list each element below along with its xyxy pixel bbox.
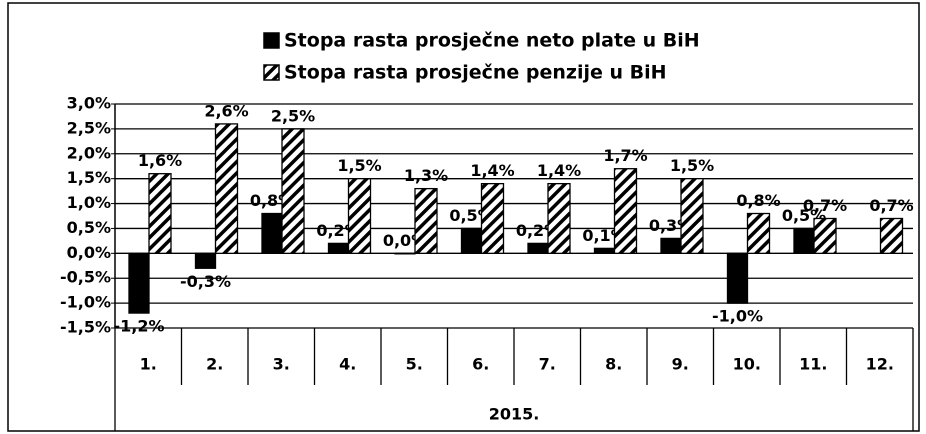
value-label: 2,5%	[271, 106, 315, 125]
x-tick-label: 7.	[539, 355, 556, 374]
bar	[680, 178, 704, 254]
x-tick-label: 6.	[472, 355, 489, 374]
y-tick-label: -0,5%	[60, 268, 111, 287]
legend-marker	[263, 64, 280, 81]
bar	[214, 123, 239, 254]
x-tick-label: 12.	[866, 355, 894, 374]
legend-marker	[263, 32, 280, 49]
bar	[261, 212, 283, 254]
bar	[460, 227, 483, 254]
y-tick-label: 1,5%	[67, 168, 111, 187]
bar	[480, 182, 505, 254]
value-label: 1,4%	[470, 161, 514, 180]
value-label: 1,4%	[537, 161, 581, 180]
x-tick-label: 2.	[206, 355, 223, 374]
y-tick-label: 2,5%	[67, 118, 111, 137]
x-tick-label: 11.	[799, 355, 827, 374]
x-tick-label: 3.	[273, 355, 290, 374]
bar	[613, 168, 638, 254]
x-tick-label: 9.	[672, 355, 689, 374]
y-tick-label: 3,0%	[67, 94, 111, 113]
bar	[281, 128, 305, 254]
bar	[194, 252, 217, 269]
y-tick-label: 1,0%	[67, 193, 111, 212]
legend-label: Stopa rasta prosječne penzije u BiH	[284, 62, 667, 84]
bar	[593, 247, 616, 254]
value-label: 1,6%	[138, 151, 182, 170]
y-tick-label: 0,0%	[67, 243, 111, 262]
value-label: -1,2%	[113, 317, 164, 336]
value-label: 0,7%	[803, 196, 847, 215]
y-tick-label: -1,5%	[60, 318, 111, 337]
bar	[347, 178, 372, 254]
bar	[726, 252, 749, 304]
bar	[527, 242, 549, 254]
bar	[394, 252, 416, 255]
value-label: 0,7%	[869, 196, 913, 215]
bar	[879, 217, 904, 254]
x-tick-label: 4.	[339, 355, 356, 374]
bar	[746, 212, 771, 254]
value-label: 0,8%	[736, 191, 780, 210]
y-tick-label: 0,5%	[67, 218, 111, 237]
value-label: -1,0%	[712, 307, 763, 326]
x-tick-label: 1.	[140, 355, 157, 374]
x-tick-label: 5.	[406, 355, 423, 374]
bar	[414, 187, 438, 254]
bar	[660, 237, 682, 254]
x-tick-label: 10.	[733, 355, 761, 374]
legend-label: Stopa rasta prosječne neto plate u BiH	[284, 30, 700, 52]
y-tick-label: 2,0%	[67, 143, 111, 162]
value-label: 1,7%	[603, 146, 647, 165]
bar	[547, 182, 571, 254]
value-label: 1,5%	[337, 156, 381, 175]
bar	[793, 227, 815, 254]
bar	[148, 173, 172, 254]
group-label: 2015.	[489, 405, 540, 424]
value-label: 1,3%	[404, 166, 448, 185]
bar	[327, 242, 350, 254]
x-tick-label: 8.	[605, 355, 622, 374]
y-tick-label: -1,0%	[60, 293, 111, 312]
bar	[813, 217, 837, 254]
bar	[128, 252, 150, 314]
value-label: 1,5%	[670, 156, 714, 175]
value-label: 2,6%	[204, 101, 248, 120]
value-label: -0,3%	[180, 272, 231, 291]
